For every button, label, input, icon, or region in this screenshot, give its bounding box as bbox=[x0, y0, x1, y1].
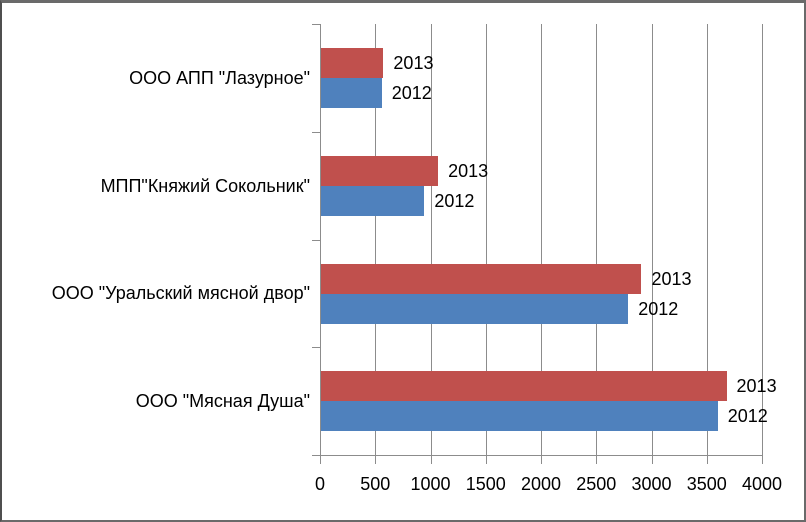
bars-layer: 2013 2012 2013 2012 2013 2012 2013 2012 bbox=[2, 3, 804, 520]
bar-value-label: 2013 bbox=[393, 53, 434, 73]
x-axis-tick-label: 4000 bbox=[741, 474, 783, 494]
category-label: ООО АПП "Лазурное" bbox=[129, 67, 310, 88]
category-axis-tick bbox=[312, 455, 320, 456]
x-axis-tick bbox=[485, 455, 487, 464]
bar-value-label: 2012 bbox=[391, 83, 432, 103]
category-axis-tick bbox=[312, 131, 320, 133]
bar-2013 bbox=[321, 263, 642, 294]
x-axis-tick-label: 3000 bbox=[631, 474, 672, 494]
x-axis-tick-label: 3500 bbox=[686, 474, 727, 494]
bar-value-label: 2013 bbox=[736, 376, 777, 397]
bar-2013 bbox=[321, 48, 384, 78]
x-axis-tick-label: 500 bbox=[360, 474, 391, 494]
x-axis-tick-label: 2500 bbox=[576, 474, 617, 494]
gridlines-layer bbox=[2, 3, 804, 520]
bar-value-label: 2012 bbox=[727, 406, 768, 427]
x-axis-tick-label: 0 bbox=[314, 474, 325, 494]
x-axis-tick bbox=[375, 455, 377, 464]
x-axis-tick bbox=[541, 455, 542, 464]
gridline bbox=[762, 24, 763, 455]
x-axis-tick bbox=[706, 455, 708, 464]
category-axis-labels: ООО АПП "Лазурное" МПП"Княжий Сокольник" О… bbox=[2, 3, 804, 520]
x-axis-tick bbox=[651, 455, 653, 464]
category-label: ООО "Уральский мясной двор" bbox=[51, 283, 310, 304]
bar-2012 bbox=[321, 293, 629, 324]
category-axis-line bbox=[320, 24, 321, 464]
x-axis-tick bbox=[762, 455, 763, 464]
category-axis-tick bbox=[312, 24, 320, 25]
bar-2013 bbox=[321, 371, 727, 402]
bar-2012 bbox=[321, 185, 425, 216]
bar-value-label: 2013 bbox=[651, 268, 692, 289]
bar-value-label: 2012 bbox=[434, 190, 475, 211]
value-axis-labels: 0 500 1000 1500 2000 2500 3000 3500 4000 bbox=[2, 3, 804, 520]
gridline bbox=[541, 24, 542, 455]
category-axis-tick bbox=[312, 239, 320, 241]
category-axis-tick bbox=[312, 347, 320, 349]
gridline bbox=[596, 24, 598, 455]
category-label: МПП"Княжий Сокольник" bbox=[100, 175, 310, 196]
x-axis-tick-label: 1500 bbox=[465, 474, 506, 494]
x-axis-tick-label: 1000 bbox=[410, 474, 451, 494]
bar-value-label: 2013 bbox=[448, 160, 489, 181]
bar-value-label: 2012 bbox=[638, 298, 679, 319]
gridline bbox=[651, 24, 653, 455]
gridline bbox=[430, 24, 432, 455]
gridline bbox=[375, 24, 377, 455]
bar-2013 bbox=[321, 155, 439, 186]
bar-2012 bbox=[321, 78, 382, 108]
gridline bbox=[485, 24, 487, 455]
x-axis-tick-label: 2000 bbox=[520, 474, 562, 494]
gridline bbox=[706, 24, 708, 455]
value-axis-line bbox=[312, 455, 762, 456]
x-axis-tick bbox=[430, 455, 432, 464]
bar-2012 bbox=[321, 401, 718, 432]
category-label: ООО "Мясная Душа" bbox=[135, 391, 310, 412]
x-axis-tick bbox=[596, 455, 598, 464]
